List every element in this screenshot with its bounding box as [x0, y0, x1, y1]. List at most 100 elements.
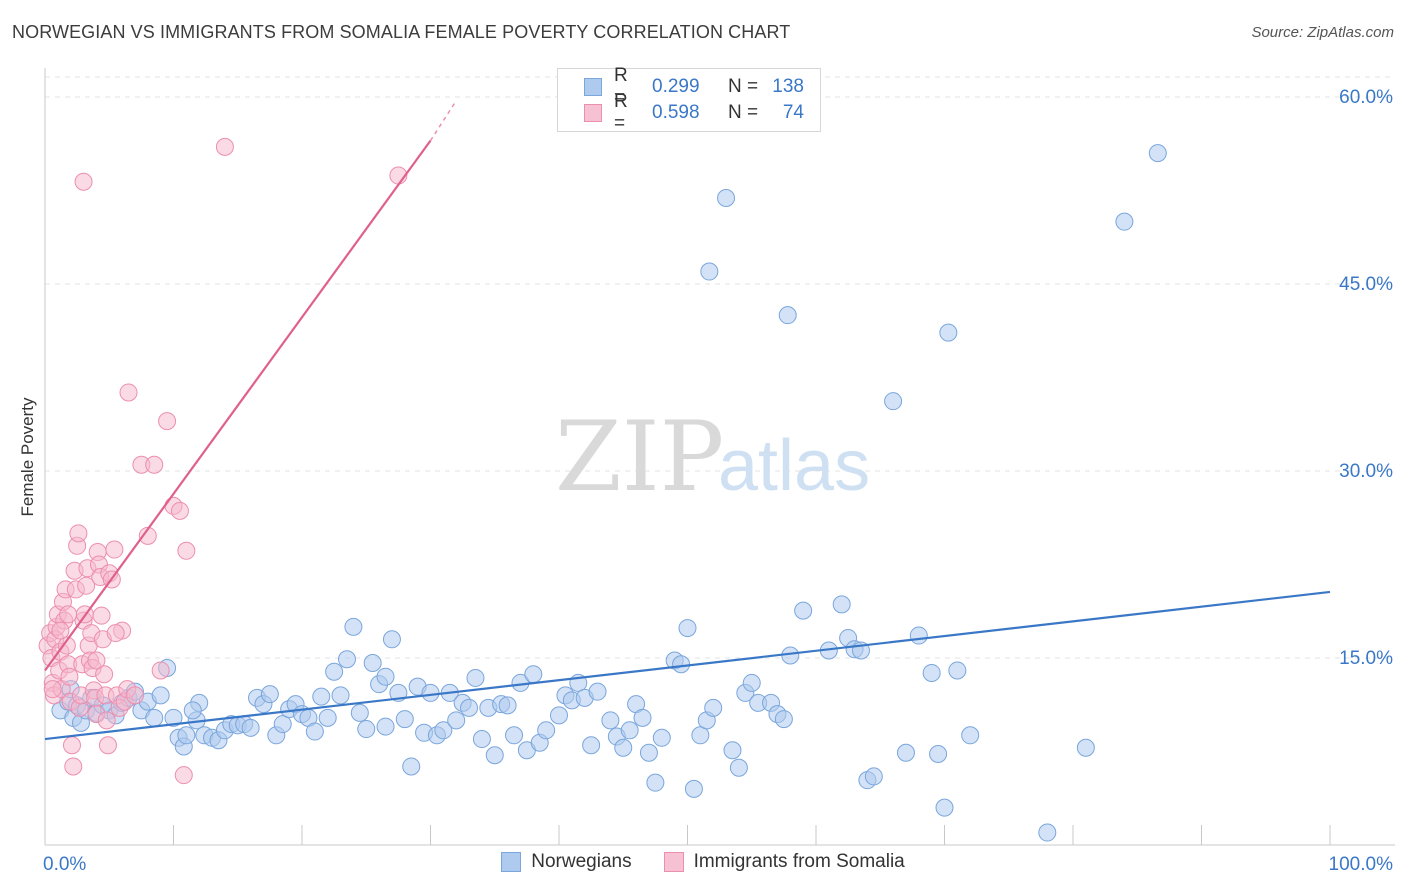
- point-norwegians-92: [633, 708, 652, 727]
- point-norwegians-127: [948, 661, 967, 680]
- point-norwegians-85: [582, 736, 601, 755]
- point-norwegians-57: [395, 710, 414, 729]
- point-somalia-46: [98, 736, 117, 755]
- point-norwegians-98: [678, 619, 697, 638]
- legend-r-label: R =: [614, 91, 628, 134]
- point-norwegians-130: [1076, 738, 1095, 757]
- point-norwegians-132: [1148, 144, 1167, 163]
- point-norwegians-100: [691, 726, 710, 745]
- point-somalia-63: [170, 501, 189, 520]
- point-norwegians-73: [498, 696, 517, 715]
- point-norwegians-102: [704, 698, 723, 717]
- point-norwegians-115: [832, 595, 851, 614]
- legend-row-somalia: R = 0.598 N = 74: [558, 91, 804, 134]
- legend-r-label: R =: [614, 65, 628, 108]
- point-norwegians-136: [376, 717, 395, 736]
- legend-r-value: 0.598: [652, 102, 700, 123]
- point-somalia-65: [177, 541, 196, 560]
- point-norwegians-137: [183, 701, 202, 720]
- point-somalia-69: [51, 621, 70, 640]
- point-norwegians-77: [524, 665, 543, 684]
- point-somalia-71: [59, 605, 78, 624]
- point-norwegians-51: [357, 720, 376, 739]
- point-norwegians-129: [1038, 823, 1057, 842]
- tick-labels: 15.0% 30.0% 45.0% 60.0% 0.0% 100.0%: [43, 87, 1393, 875]
- point-somalia-56: [74, 172, 93, 191]
- point-norwegians-48: [337, 650, 356, 669]
- point-norwegians-123: [909, 626, 928, 645]
- point-norwegians-112: [781, 646, 800, 665]
- point-norwegians-80: [550, 706, 568, 725]
- y-tick-label-2: 45.0%: [1339, 274, 1393, 295]
- point-norwegians-18: [151, 686, 170, 705]
- point-norwegians-104: [723, 741, 742, 760]
- point-somalia-49: [105, 540, 124, 559]
- watermark-zip: ZIP: [555, 401, 724, 513]
- legend-n-value: 138: [772, 76, 804, 97]
- point-norwegians-89: [614, 738, 633, 757]
- point-norwegians-135: [939, 323, 958, 342]
- point-norwegians-124: [922, 663, 941, 682]
- series-norwegians: [51, 144, 1167, 842]
- point-norwegians-55: [382, 630, 401, 649]
- trend-lines: [44, 100, 1331, 741]
- point-norwegians-49: [344, 617, 363, 636]
- point-somalia-45: [97, 711, 116, 730]
- point-somalia-59: [145, 455, 164, 474]
- point-norwegians-52: [363, 653, 382, 672]
- trend-somalia-extension: [429, 100, 457, 142]
- series-legend: Norwegians Immigrants from Somalia: [0, 851, 1406, 873]
- watermark-atlas: atlas: [718, 426, 870, 506]
- chart-title: NORWEGIAN VS IMMIGRANTS FROM SOMALIA FEM…: [12, 22, 791, 42]
- watermark: ZIP atlas: [555, 401, 870, 513]
- legend-swatch-pink: [663, 852, 684, 872]
- point-norwegians-128: [961, 726, 980, 745]
- point-norwegians-63: [434, 721, 453, 740]
- point-somalia-16: [60, 667, 79, 686]
- point-somalia-55: [119, 383, 138, 402]
- point-somalia-68: [106, 624, 125, 643]
- point-somalia-29: [77, 576, 96, 595]
- axes: [44, 68, 1395, 846]
- point-norwegians-99: [684, 779, 703, 798]
- point-norwegians-50: [350, 703, 369, 722]
- legend-row-norwegians: R = 0.299 N = 138: [558, 65, 804, 108]
- point-norwegians-68: [466, 668, 485, 687]
- point-norwegians-94: [646, 773, 665, 792]
- point-norwegians-38: [273, 715, 292, 734]
- legend-label-norwegians: Norwegians: [531, 851, 632, 872]
- point-norwegians-134: [778, 306, 797, 325]
- point-norwegians-107: [742, 673, 761, 692]
- legend-swatch-blue: [584, 78, 602, 96]
- point-norwegians-58: [402, 757, 421, 776]
- point-norwegians-90: [620, 721, 639, 740]
- stats-legend: R = 0.299 N = 138 R = 0.598 N = 74: [557, 65, 821, 134]
- point-norwegians-36: [260, 685, 279, 704]
- point-somalia-14: [57, 636, 76, 655]
- point-norwegians-120: [864, 767, 883, 786]
- point-norwegians-43: [305, 722, 324, 741]
- point-norwegians-67: [460, 698, 479, 717]
- point-norwegians-65: [447, 711, 466, 730]
- point-norwegians-20: [164, 708, 183, 727]
- point-norwegians-122: [896, 743, 915, 762]
- legend-n-value: 74: [782, 102, 804, 123]
- point-norwegians-105: [729, 758, 748, 777]
- point-norwegians-33: [241, 718, 260, 737]
- point-somalia-73: [87, 651, 106, 670]
- legend-item-somalia: Immigrants from Somalia: [663, 851, 905, 873]
- point-norwegians-111: [774, 710, 793, 729]
- series-somalia: [38, 137, 408, 785]
- point-norwegians-69: [472, 730, 491, 749]
- point-norwegians-17: [145, 708, 164, 727]
- point-norwegians-47: [331, 686, 350, 705]
- point-somalia-70: [43, 680, 62, 699]
- legend-item-norwegians: Norwegians: [501, 851, 632, 873]
- point-somalia-66: [215, 137, 234, 156]
- point-norwegians-87: [601, 711, 620, 730]
- x-tick-label-1: 100.0%: [1329, 854, 1394, 875]
- point-norwegians-23: [177, 726, 196, 745]
- legend-swatch-blue: [501, 852, 522, 872]
- point-norwegians-79: [537, 721, 556, 740]
- point-norwegians-61: [421, 683, 440, 702]
